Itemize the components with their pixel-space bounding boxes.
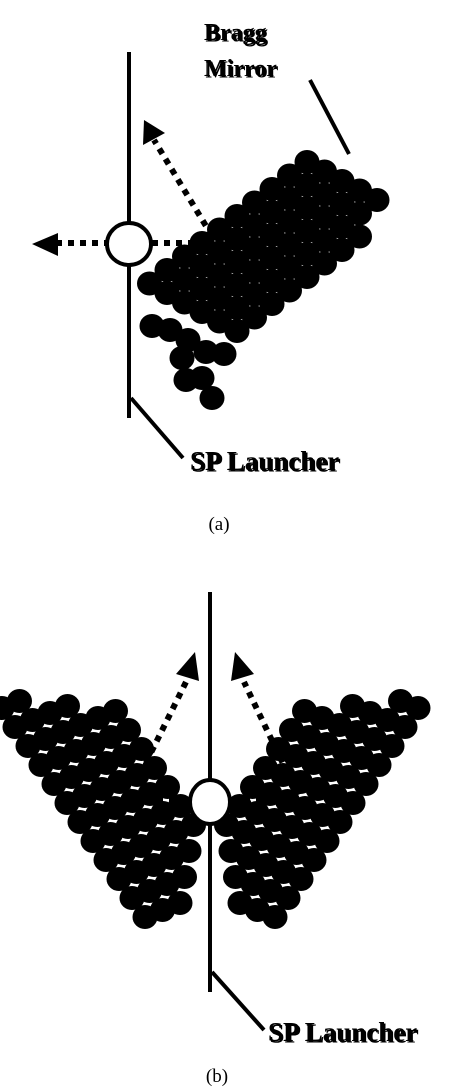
mirror-particle — [224, 319, 250, 343]
mirror-particle — [329, 238, 355, 262]
mirror-particle — [294, 265, 320, 289]
mirror-particle — [172, 865, 197, 889]
ray-right-up-b — [241, 680, 301, 797]
mirror-particle — [388, 689, 413, 713]
bragg-mirror-a — [137, 150, 390, 410]
mirror-particle — [7, 689, 32, 713]
mirror-particle — [55, 694, 80, 718]
mirror-particle — [176, 839, 202, 863]
mirror-particle — [227, 891, 253, 915]
panel-b: SP Launcher (b) — [0, 592, 431, 1087]
mirror-leader-a — [308, 79, 351, 155]
mirror-particle — [347, 201, 372, 226]
arrowhead-left-up-b — [176, 652, 199, 681]
mirror-particle — [199, 386, 225, 410]
mirror-label-line2: Mirror — [204, 56, 277, 82]
mirror-particle — [169, 346, 195, 370]
mirror-particle — [312, 251, 337, 276]
sp-source-a — [105, 221, 153, 267]
arrowhead-left-a — [32, 233, 58, 256]
ray-reflected-a — [151, 138, 215, 238]
launcher-leader-b — [210, 970, 266, 1032]
mirror-particle — [155, 775, 180, 799]
mirror-particle — [167, 891, 193, 915]
mirror-particle — [129, 737, 154, 761]
mirror-particle — [340, 694, 365, 718]
mirror-particle — [175, 328, 201, 352]
launcher-label-a: SP Launcher — [190, 446, 339, 476]
mirror-particle — [218, 839, 244, 863]
mirror-particle — [116, 718, 141, 742]
mirror-particle — [259, 292, 285, 316]
bragg-mirror-right-b — [214, 689, 431, 929]
mirror-particle — [364, 188, 390, 212]
mirror-particle — [240, 775, 265, 799]
caption-a: (a) — [208, 514, 229, 535]
mirror-particle — [103, 699, 128, 723]
mirror-particle — [173, 368, 199, 392]
mirror-particle — [211, 342, 237, 366]
arrowhead-right-up-b — [231, 652, 254, 681]
mirror-particle — [347, 224, 372, 249]
mirror-particle — [279, 718, 304, 742]
ray-left-up-b — [127, 680, 189, 797]
arrowhead-up-a — [143, 120, 165, 145]
mirror-label-line1: Bragg — [204, 20, 267, 46]
launcher-leader-a — [129, 396, 185, 460]
panel-a: Bragg Mirror SP Launcher (a) — [32, 20, 390, 535]
mirror-particle — [242, 305, 267, 330]
mirror-particle — [277, 278, 302, 303]
mirror-particle — [223, 865, 248, 889]
mirror-particle — [292, 699, 317, 723]
sp-source-b — [188, 778, 232, 826]
launcher-label-b: SP Launcher — [268, 1017, 417, 1047]
bragg-mirror-left-b — [0, 689, 206, 929]
mirror-particle — [253, 756, 278, 780]
caption-b: (b) — [206, 1066, 228, 1087]
